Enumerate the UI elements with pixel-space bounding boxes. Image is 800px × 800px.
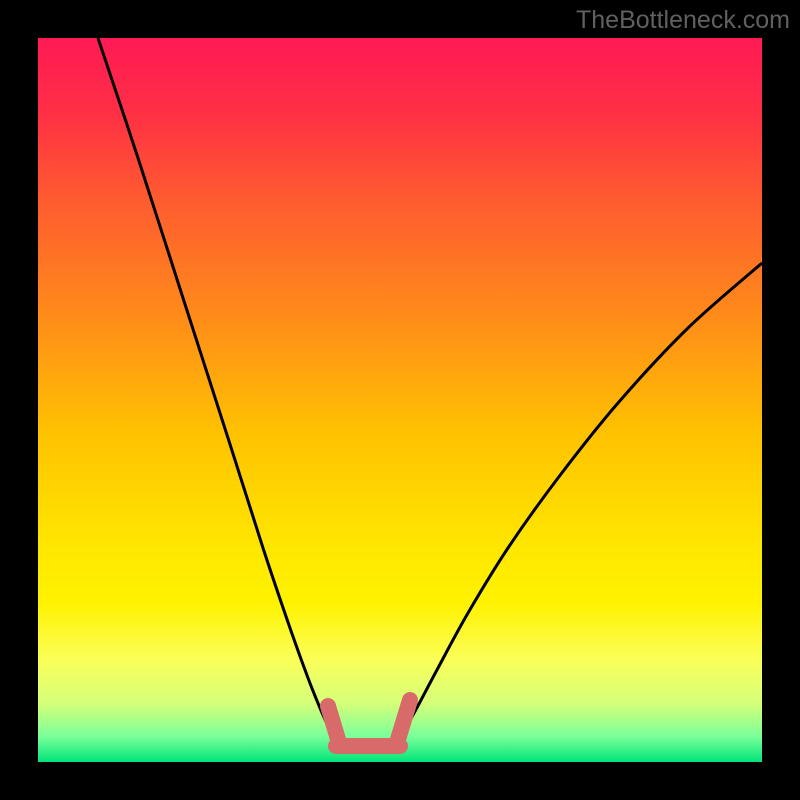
gradient-background	[38, 38, 762, 762]
watermark-text: TheBottleneck.com	[576, 6, 790, 35]
chart-svg	[38, 38, 762, 762]
marker-dot	[404, 694, 416, 706]
plot-area	[38, 38, 762, 762]
marker-dot	[334, 740, 346, 752]
